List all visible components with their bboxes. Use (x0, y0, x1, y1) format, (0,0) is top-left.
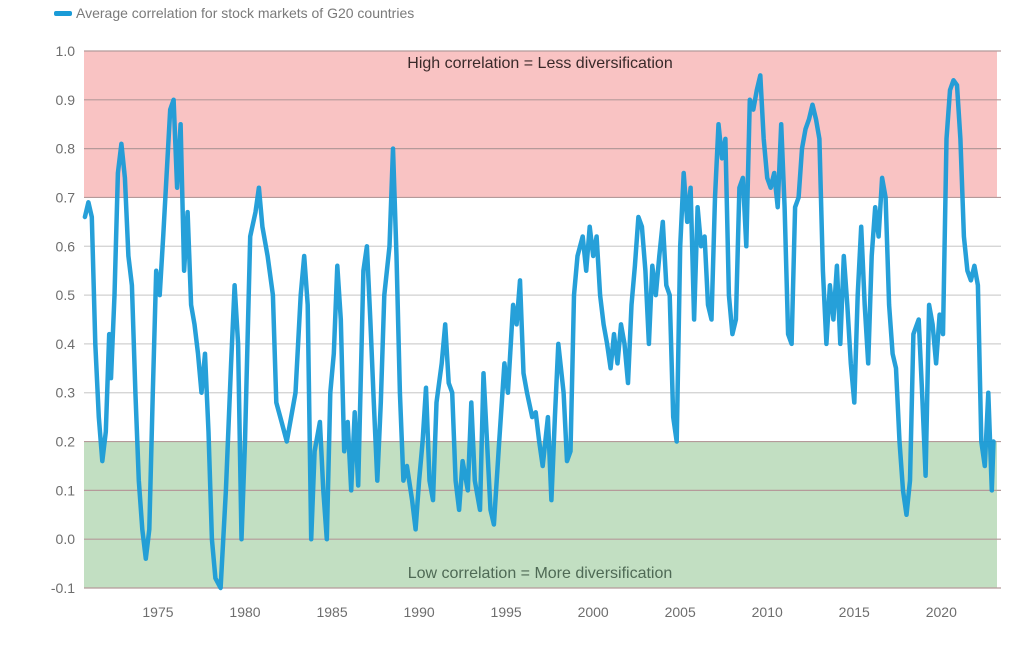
y-tick-label: 0.7 (56, 189, 76, 205)
low-correlation-annotation: Low correlation = More diversification (408, 565, 673, 582)
x-tick-label: 2010 (752, 604, 783, 620)
y-axis-tick-labels: -0.1 0.0 0.1 0.2 0.3 0.4 0.5 0.6 0.7 0.8 0.9 1.0 (51, 43, 75, 596)
y-tick-label: 0.5 (56, 287, 76, 303)
x-tick-label: 2000 (578, 604, 609, 620)
y-tick-label: 0.1 (56, 482, 76, 498)
y-tick-label: 0.6 (56, 238, 76, 254)
x-tick-label: 1980 (229, 604, 260, 620)
high-correlation-annotation: High correlation = Less diversification (407, 55, 672, 72)
gridlines (84, 50, 1001, 589)
high-correlation-band (84, 51, 997, 198)
x-tick-label: 1985 (316, 604, 347, 620)
y-tick-label: 1.0 (56, 43, 76, 59)
legend: Average correlation for stock markets of… (54, 5, 414, 21)
x-tick-label: 2020 (926, 604, 957, 620)
x-tick-label: 2005 (665, 604, 696, 620)
x-axis-tick-labels: 1975 1980 1985 1990 1995 2000 2005 2010 2015 2020 (142, 604, 957, 620)
series-layer (82, 73, 996, 591)
x-tick-label: 1995 (491, 604, 522, 620)
x-tick-label: 1990 (404, 604, 435, 620)
y-tick-label: 0.3 (56, 385, 76, 401)
x-tick-label: 1975 (142, 604, 173, 620)
y-tick-label: 0.9 (56, 92, 76, 108)
legend-label: Average correlation for stock markets of… (76, 5, 414, 21)
y-tick-label: -0.1 (51, 580, 75, 596)
y-tick-label: 0.0 (56, 531, 76, 547)
background-bands (84, 51, 997, 588)
y-tick-label: 0.2 (56, 434, 76, 450)
x-tick-label: 2015 (839, 604, 870, 620)
legend-swatch (54, 11, 72, 16)
y-tick-label: 0.4 (56, 336, 76, 352)
series-line (82, 73, 996, 591)
y-tick-label: 0.8 (56, 141, 76, 157)
